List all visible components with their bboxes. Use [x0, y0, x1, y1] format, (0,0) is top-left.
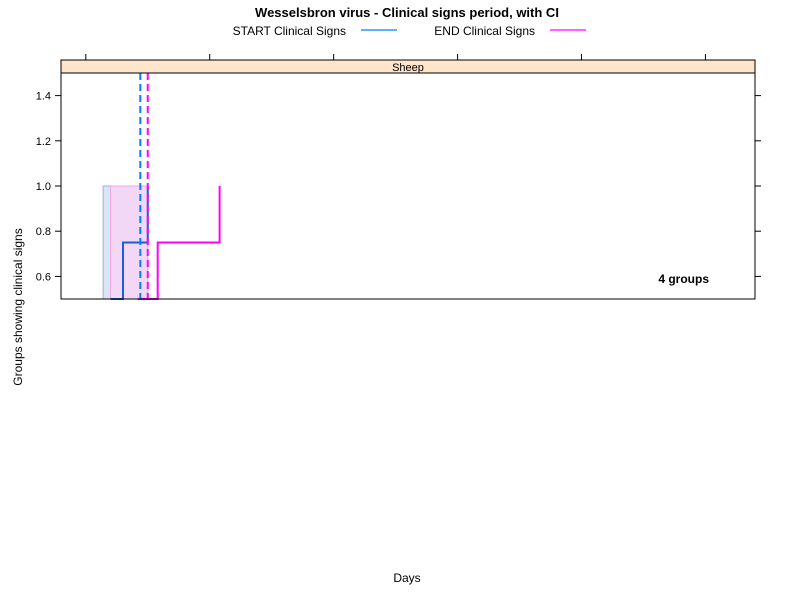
step-line-1 — [137, 186, 221, 300]
plot-content — [102, 73, 221, 300]
legend: START Clinical Signs END Clinical Signs — [233, 24, 586, 38]
chart-title: Wesselsbron virus - Clinical signs perio… — [255, 5, 559, 20]
panel-border — [60, 72, 756, 300]
panel-strip-label: Sheep — [392, 62, 424, 74]
y-tick-label: 1.2 — [36, 136, 51, 148]
y-tick-label: 0.8 — [36, 226, 51, 238]
y-axis: 0.6 0.8 1.0 1.2 1.4 — [36, 91, 761, 283]
legend-label-end: END Clinical Signs — [434, 24, 535, 38]
y-tick-label: 0.6 — [36, 271, 51, 283]
legend-label-start: START Clinical Signs — [233, 24, 346, 38]
x-axis-label: Days — [393, 571, 420, 585]
group-count-annotation: 4 groups — [658, 272, 709, 286]
y-tick-label: 1.0 — [36, 181, 51, 193]
top-axis-ticks — [85, 54, 706, 60]
y-axis-label: Groups showing clinical signs — [11, 228, 25, 385]
y-tick-label: 1.4 — [36, 91, 51, 103]
